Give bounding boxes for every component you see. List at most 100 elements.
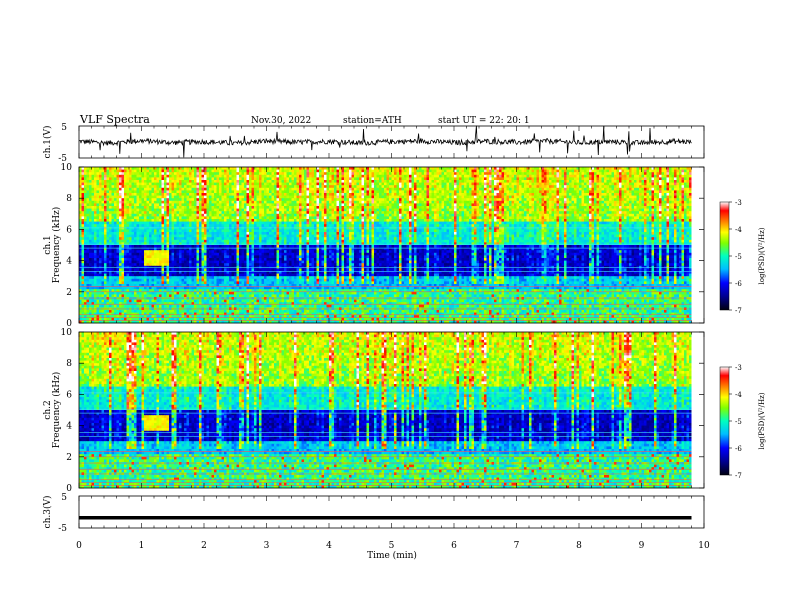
spectrogram-cell (616, 190, 620, 194)
spectrogram-cell (396, 203, 400, 207)
spectrogram-cell (286, 208, 290, 212)
spectrogram-cell (364, 200, 367, 204)
spectrogram-cell (346, 177, 350, 181)
spectrogram-cell (676, 213, 680, 217)
spectrogram-cell (494, 167, 497, 170)
spectrogram-cell (554, 174, 557, 178)
spectrogram-cell (211, 200, 215, 204)
spectrogram-cell (561, 180, 565, 183)
spectrogram-cell (276, 216, 280, 220)
spectrogram-cell (461, 190, 465, 194)
spectrogram-cell (94, 180, 97, 183)
spectrogram-cell (149, 180, 152, 183)
spectrogram-cell (471, 193, 475, 196)
spectrogram-cell (221, 167, 225, 170)
spectrogram-cell (351, 211, 355, 215)
spectrogram-cell (501, 177, 505, 181)
spectrogram-cell (224, 219, 227, 222)
spectrogram-cell (274, 190, 277, 194)
spectrogram-cell (96, 180, 100, 183)
spectrogram-cell (146, 193, 150, 196)
spectrogram-cell (239, 177, 242, 181)
spectrogram-cell (131, 211, 135, 215)
spectrogram-cell (564, 211, 567, 215)
spectrogram-cell (551, 198, 555, 202)
spectrogram-cell (444, 177, 447, 181)
spectrogram-cell (321, 193, 325, 196)
spectrogram-cell (156, 172, 160, 176)
spectrogram-cell (599, 193, 602, 196)
spectrogram-cell (354, 213, 357, 217)
spectrogram-cell (361, 203, 365, 207)
spectrogram-cell (296, 216, 300, 220)
spectrogram-cell (621, 206, 625, 209)
spectrogram-cell (354, 185, 357, 189)
spectrogram-cell (346, 167, 350, 170)
spectrogram-cell (296, 213, 300, 217)
spectrogram-cell (271, 211, 275, 215)
spectrogram-cell (476, 216, 480, 220)
spectrogram-cell (104, 190, 107, 194)
spectrogram-cell (339, 174, 342, 178)
spectrogram-cell (619, 200, 622, 204)
spectrogram-cell (534, 185, 537, 189)
spectrogram-cell (436, 172, 440, 176)
spectrogram-cell (316, 195, 320, 199)
spectrogram-cell (601, 213, 605, 217)
spectrogram-cell (491, 174, 495, 178)
spectrogram-cell (314, 193, 317, 196)
spectrogram-cell (626, 185, 630, 189)
spectrogram-cell (496, 167, 500, 170)
spectrogram-cell (524, 167, 527, 170)
spectrogram-cell (154, 174, 157, 178)
spectrogram-cell (514, 182, 517, 186)
spectrogram-cell (271, 206, 275, 209)
spectrogram-cell (79, 172, 82, 176)
spectrogram-cell (279, 206, 282, 209)
spectrogram-cell (631, 198, 635, 202)
spectrogram-cell (681, 213, 685, 217)
spectrogram-cell (479, 174, 482, 178)
spectrogram-cell (101, 198, 105, 202)
spectrogram-cell (126, 169, 130, 173)
spectrogram-cell (464, 182, 467, 186)
spectrogram-cell (136, 200, 140, 204)
spectrogram-cell (659, 203, 662, 207)
spectrogram-cell (291, 172, 295, 176)
spectrogram-cell (251, 190, 255, 194)
spectrogram-cell (254, 190, 257, 194)
spectrogram-cell (184, 206, 187, 209)
spectrogram-cell (651, 167, 655, 170)
spectrogram-cell (254, 208, 257, 212)
spectrogram-cell (259, 182, 262, 186)
spectrogram-cell (329, 182, 332, 186)
spectrogram-cell (249, 172, 252, 176)
spectrogram-cell (86, 167, 90, 170)
spectrogram-cell (569, 193, 572, 196)
spectrogram-cell (221, 169, 225, 173)
spectrogram-cell (244, 185, 247, 189)
spectrogram-cell (296, 206, 300, 209)
spectrogram-cell (644, 213, 647, 217)
spectrogram-cell (199, 174, 202, 178)
spectrogram-cell (234, 213, 237, 217)
spectrogram-cell (351, 180, 355, 183)
spectrogram-cell (374, 208, 377, 212)
spectrogram-cell (374, 200, 377, 204)
spectrogram-cell (194, 198, 197, 202)
spectrogram-cell (229, 203, 232, 207)
spectrogram-cell (281, 216, 285, 220)
spectrogram-cell (219, 195, 222, 199)
spectrogram-cell (506, 177, 510, 181)
spectrogram-cell (394, 203, 397, 207)
spectrogram-cell (154, 177, 157, 181)
spectrogram-cell (246, 208, 250, 212)
spectrogram-cell (451, 211, 455, 215)
spectrogram-cell (319, 211, 322, 215)
spectrogram-cell (616, 180, 620, 183)
spectrogram-cell (611, 172, 615, 176)
spectrogram-cell (661, 172, 665, 176)
spectrogram-cell (131, 177, 135, 181)
spectrogram-cell (599, 198, 602, 202)
spectrogram-cell (204, 172, 207, 176)
